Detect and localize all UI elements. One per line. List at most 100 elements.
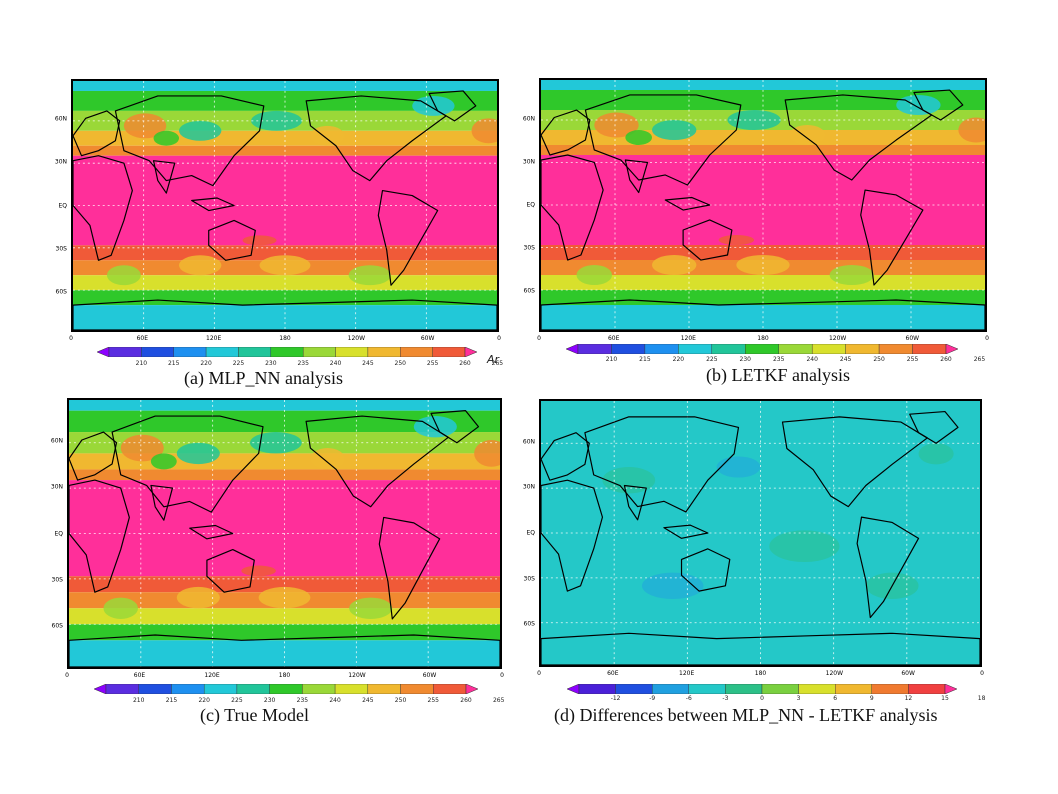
- lat-label: 60S: [523, 620, 535, 628]
- lat-label: EQ: [54, 530, 63, 537]
- lat-label: EQ: [526, 201, 535, 209]
- map-b-svg: [541, 80, 985, 330]
- colorbar-arrow-right: [944, 684, 957, 694]
- map-c: [67, 398, 502, 669]
- lon-label: 0: [497, 335, 501, 342]
- colorbar-arrow-left: [566, 344, 579, 354]
- colorbar-arrow-right: [465, 684, 478, 694]
- colorbar-swatch: [367, 684, 401, 694]
- continent-asia: [111, 415, 264, 513]
- colorbar-swatch: [878, 344, 913, 354]
- lon-label: 60E: [136, 335, 149, 342]
- continent-europe: [69, 431, 118, 481]
- lat-label: 60S: [523, 287, 535, 295]
- colorbar-label: 220: [200, 360, 212, 367]
- colorbar-swatch: [578, 684, 616, 694]
- colorbar-swatch: [745, 344, 779, 354]
- colorbar-label: 230: [265, 360, 277, 367]
- continent-europe: [541, 109, 591, 156]
- colorbar-label: 3: [796, 695, 801, 702]
- colorbar-swatch: [105, 684, 139, 694]
- continent-europe: [541, 432, 590, 481]
- continent-africa: [73, 155, 133, 261]
- colorbar-label: 250: [394, 697, 407, 704]
- colorbar-swatch: [761, 684, 799, 694]
- lon-label: 120W: [825, 670, 844, 677]
- colorbar-label: 245: [362, 360, 374, 367]
- lat-label: 30S: [523, 575, 535, 583]
- colorbar-label: 18: [977, 695, 986, 702]
- lon-label: 180: [278, 672, 291, 679]
- continent-australia: [206, 548, 255, 593]
- lon-label: 120E: [680, 335, 696, 342]
- lat-label: 30N: [522, 483, 535, 491]
- colorbar-swatch: [835, 684, 873, 694]
- colorbar-label: -9: [649, 695, 656, 702]
- colorbar-label: 265: [492, 697, 505, 704]
- lon-label: 120W: [828, 335, 847, 342]
- continent-greenland: [430, 410, 480, 444]
- lon-label: 120E: [204, 672, 220, 679]
- colorbar-swatch: [203, 684, 238, 694]
- colorbar-label: 235: [772, 356, 785, 363]
- lon-label: 120W: [347, 335, 366, 342]
- colorbar-label: 230: [263, 697, 276, 704]
- lon-label: 0: [985, 335, 989, 342]
- colorbar-swatch: [644, 344, 679, 354]
- colorbar-label: 215: [167, 360, 180, 367]
- lon-label: 0: [980, 670, 984, 677]
- colorbar-label: 215: [165, 697, 178, 704]
- colorbar-label: 225: [232, 360, 245, 367]
- colorbar-swatch: [138, 684, 172, 694]
- caption-d: (d) Differences between MLP_NN - LETKF a…: [554, 705, 938, 725]
- colorbar-swatch: [367, 347, 401, 357]
- continent-antarctica: [73, 299, 497, 330]
- continent-namerica: [784, 94, 933, 181]
- lat-label: 30S: [55, 245, 67, 252]
- colorbar-labels-b: 210 215 220 225 230 235 240 245 250 255 260 265: [566, 356, 985, 365]
- colorbar-swatch: [108, 347, 142, 357]
- continent-australia: [682, 219, 733, 261]
- colorbar-label: 250: [394, 360, 406, 367]
- lat-label: 30S: [523, 244, 535, 252]
- continent-indonesia: [663, 524, 709, 539]
- lon-label: 180: [279, 335, 291, 342]
- colorbar-label: 215: [639, 356, 651, 363]
- colorbar-arrow-left: [94, 684, 107, 694]
- continent-india: [150, 484, 174, 521]
- continent-greenland: [913, 89, 964, 121]
- colorbar-label: 265: [491, 360, 504, 367]
- colorbar-a: [97, 347, 477, 357]
- continent-india: [152, 160, 176, 194]
- colorbar-swatch: [811, 344, 846, 354]
- colorbar-label: 220: [198, 697, 210, 704]
- lon-label: 180: [757, 335, 769, 342]
- colorbar-swatch: [400, 684, 434, 694]
- colorbar-label: 225: [706, 356, 718, 363]
- colorbar-label: 9: [869, 695, 874, 702]
- colorbar-swatch: [908, 684, 946, 694]
- lon-label: 120W: [348, 672, 366, 679]
- lat-label: 60N: [50, 437, 63, 445]
- colorbar-label: 260: [459, 360, 471, 367]
- continent-namerica: [305, 95, 447, 182]
- continent-antarctica: [541, 632, 980, 665]
- colorbar-swatch: [238, 347, 272, 357]
- map-d-svg: [541, 401, 980, 665]
- colorbar-swatch: [302, 347, 336, 357]
- map-c-svg: [69, 400, 500, 667]
- continent-asia: [584, 416, 740, 513]
- colorbar-arrow-left: [97, 347, 110, 357]
- continent-asia: [114, 95, 265, 187]
- colorbar-label: 260: [940, 356, 952, 363]
- continent-india: [624, 159, 649, 194]
- colorbar-swatch: [205, 347, 239, 357]
- colorbar-label: 0: [760, 695, 764, 702]
- continent-africa: [541, 479, 604, 592]
- colorbar-swatch: [171, 684, 205, 694]
- lon-label: 0: [537, 335, 541, 342]
- caption-a: (a) MLP_NN analysis: [184, 368, 343, 388]
- continent-samerica: [856, 516, 920, 619]
- lat-label: 30N: [54, 158, 67, 166]
